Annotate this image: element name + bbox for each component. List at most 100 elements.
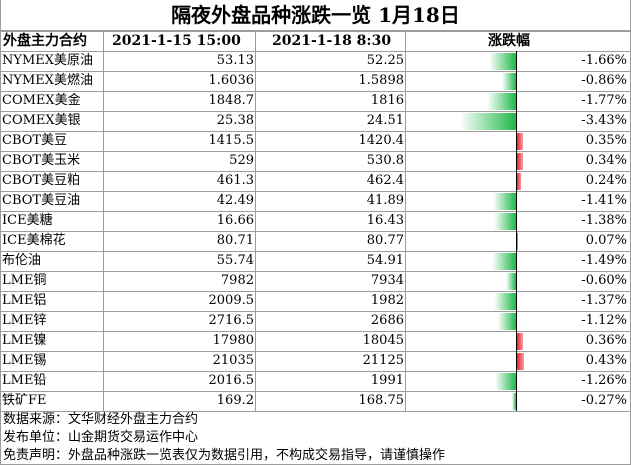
row-value-jan18: 41.89 <box>366 193 404 208</box>
row-change-percent: -1.66% <box>581 53 627 68</box>
row-name: NYMEX美原油 <box>2 53 94 68</box>
change-bar <box>517 172 521 190</box>
row-name: LME铜 <box>2 273 47 288</box>
change-bar <box>517 232 519 250</box>
change-bar <box>493 192 516 210</box>
row-change-percent: -0.86% <box>581 73 627 88</box>
change-bar <box>491 252 516 270</box>
row-value-jan18: 18045 <box>362 333 404 348</box>
row-value-jan18: 1982 <box>370 293 404 308</box>
row-value-jan15: 1415.5 <box>208 133 255 148</box>
row-change-percent: 0.34% <box>585 153 627 168</box>
row-value-jan18: 54.91 <box>366 253 404 268</box>
row-change-percent: -1.37% <box>581 293 627 308</box>
row-value-jan15: 529 <box>229 153 254 168</box>
row-change-percent: -3.43% <box>581 113 627 128</box>
change-bar <box>493 212 516 230</box>
row-value-jan18: 52.25 <box>366 53 404 68</box>
footer-publisher: 发布单位：山金期货交易运作中心 <box>3 430 199 445</box>
row-name: NYMEX美燃油 <box>2 73 94 88</box>
row-value-jan15: 53.13 <box>216 53 254 68</box>
zero-axis <box>516 51 517 411</box>
row-name: CBOT美玉米 <box>2 153 81 168</box>
row-value-jan18: 7934 <box>370 273 404 288</box>
row-change-percent: -1.38% <box>581 213 627 228</box>
row-change-percent: -0.27% <box>581 393 627 408</box>
row-value-jan15: 2009.5 <box>208 293 255 308</box>
row-value-jan15: 169.2 <box>216 393 254 408</box>
row-name: COMEX美银 <box>2 113 81 128</box>
row-name: ICE美糖 <box>2 213 53 228</box>
row-value-jan18: 2686 <box>370 313 404 328</box>
row-name: LME铅 <box>2 373 47 388</box>
row-name: LME锡 <box>2 353 47 368</box>
row-value-jan15: 25.38 <box>216 113 254 128</box>
row-value-jan15: 16.66 <box>216 213 254 228</box>
change-bar <box>460 112 516 130</box>
change-bar <box>493 292 516 310</box>
row-change-percent: -1.12% <box>581 313 627 328</box>
row-value-jan18: 462.4 <box>366 173 404 188</box>
header-name: 外盘主力合约 <box>3 33 87 49</box>
row-name: LME铝 <box>2 293 47 308</box>
row-value-jan15: 2716.5 <box>208 313 255 328</box>
row-value-jan18: 16.43 <box>366 213 404 228</box>
row-value-jan15: 42.49 <box>216 193 254 208</box>
row-value-jan18: 1.5898 <box>358 73 405 88</box>
change-bar <box>517 132 523 150</box>
change-bar <box>511 392 516 410</box>
change-bar <box>517 152 523 170</box>
change-bar <box>501 72 516 90</box>
change-bar <box>517 352 524 370</box>
row-value-jan18: 168.75 <box>358 393 405 408</box>
row-value-jan15: 21035 <box>212 353 254 368</box>
footer-source: 数据来源：文华财经外盘主力合约 <box>3 412 199 427</box>
row-value-jan15: 1848.7 <box>208 93 255 108</box>
header-col2: 2021-1-18 8:30 <box>272 33 392 49</box>
row-change-percent: -1.49% <box>581 253 627 268</box>
row-value-jan15: 1.6036 <box>208 73 255 88</box>
row-value-jan18: 24.51 <box>366 113 404 128</box>
row-change-percent: -1.77% <box>581 93 627 108</box>
row-change-percent: 0.24% <box>585 173 627 188</box>
row-name: CBOT美豆油 <box>2 193 81 208</box>
row-change-percent: 0.43% <box>585 353 627 368</box>
change-bar <box>487 92 516 110</box>
row-value-jan18: 1420.4 <box>358 133 405 148</box>
change-bar <box>517 332 523 350</box>
row-name: LME镍 <box>2 333 47 348</box>
row-value-jan18: 80.77 <box>366 233 404 248</box>
change-bar <box>488 52 516 70</box>
row-value-jan15: 7982 <box>220 273 254 288</box>
row-name: ICE美棉花 <box>2 233 66 248</box>
row-value-jan15: 461.3 <box>216 173 254 188</box>
change-bar <box>506 272 516 290</box>
row-name: 铁矿FE <box>2 393 47 408</box>
row-change-percent: -1.26% <box>581 373 627 388</box>
row-value-jan15: 80.71 <box>216 233 254 248</box>
row-value-jan15: 17980 <box>212 333 254 348</box>
row-name: CBOT美豆粕 <box>2 173 81 188</box>
row-name: CBOT美豆 <box>2 133 68 148</box>
row-change-percent: -1.41% <box>581 193 627 208</box>
row-value-jan15: 55.74 <box>216 253 254 268</box>
page-title: 隔夜外盘品种涨跌一览 1月18日 <box>0 0 631 31</box>
row-change-percent: 0.35% <box>585 133 627 148</box>
change-bar <box>495 372 516 390</box>
row-value-jan18: 1991 <box>370 373 404 388</box>
header-change: 涨跌幅 <box>488 33 530 49</box>
row-change-percent: -0.60% <box>581 273 627 288</box>
row-name: COMEX美金 <box>2 93 81 108</box>
row-change-percent: 0.36% <box>585 333 627 348</box>
header-col1: 2021-1-15 15:00 <box>112 33 241 49</box>
row-change-percent: 0.07% <box>585 233 627 248</box>
row-name: 布伦油 <box>2 253 42 268</box>
row-value-jan18: 530.8 <box>366 153 404 168</box>
row-value-jan18: 1816 <box>370 93 404 108</box>
row-name: LME锌 <box>2 313 47 328</box>
row-value-jan15: 2016.5 <box>208 373 255 388</box>
footer-disclaimer: 免责声明：外盘品种涨跌一览表仅为数据引用，不构成交易指导，请谨慎操作 <box>3 448 446 463</box>
change-bar <box>497 312 516 330</box>
